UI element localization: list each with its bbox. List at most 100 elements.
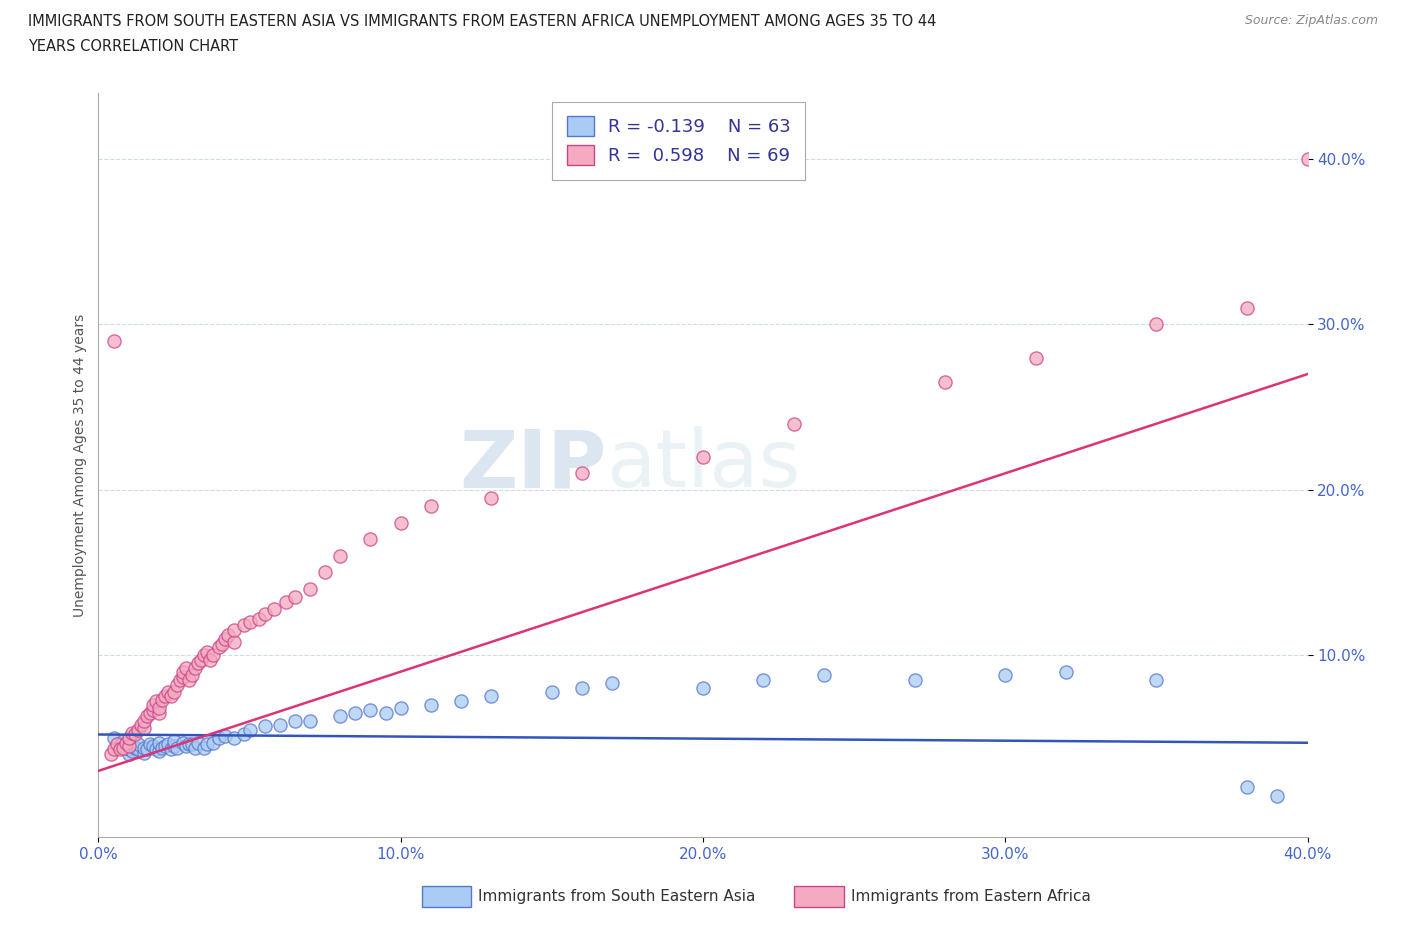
Point xyxy=(172,664,194,679)
Point xyxy=(314,565,336,580)
Point xyxy=(124,740,146,755)
Point xyxy=(299,714,322,729)
Point xyxy=(148,700,170,715)
Point xyxy=(994,668,1017,683)
Point xyxy=(111,734,134,749)
Text: atlas: atlas xyxy=(606,426,800,504)
Point xyxy=(135,742,157,757)
Point xyxy=(127,722,149,737)
Point xyxy=(571,466,593,481)
Point xyxy=(166,677,188,692)
Point xyxy=(274,595,297,610)
Point xyxy=(103,730,125,745)
Point xyxy=(217,628,239,643)
Point xyxy=(344,706,367,721)
Point xyxy=(1144,672,1167,687)
Point xyxy=(118,747,141,762)
Text: Immigrants from Eastern Africa: Immigrants from Eastern Africa xyxy=(851,889,1091,904)
Point xyxy=(193,647,215,662)
Point xyxy=(208,640,231,655)
Point xyxy=(224,730,246,745)
Text: Source: ZipAtlas.com: Source: ZipAtlas.com xyxy=(1244,14,1378,27)
Point xyxy=(153,689,176,704)
Point xyxy=(481,689,503,704)
Point xyxy=(202,647,225,662)
Point xyxy=(142,738,165,753)
Point xyxy=(360,532,382,547)
Point xyxy=(132,714,155,729)
Point xyxy=(148,744,170,759)
Point xyxy=(214,729,236,744)
Point xyxy=(1236,780,1258,795)
Point xyxy=(127,742,149,757)
Point xyxy=(135,709,157,724)
Point xyxy=(284,714,307,729)
Point xyxy=(1024,350,1046,365)
Point xyxy=(195,737,218,751)
Point xyxy=(118,738,141,753)
Point xyxy=(145,742,167,757)
Point xyxy=(163,684,186,699)
Point xyxy=(208,730,231,745)
Point xyxy=(111,740,134,755)
Point xyxy=(200,653,222,668)
Point xyxy=(150,692,173,707)
Point xyxy=(389,700,412,715)
Point xyxy=(187,736,209,751)
Point xyxy=(163,734,186,749)
Point xyxy=(103,742,125,757)
Point xyxy=(174,661,197,676)
Point xyxy=(540,684,562,699)
Point xyxy=(160,742,183,757)
Point xyxy=(1144,317,1167,332)
Point xyxy=(263,602,285,617)
Point xyxy=(148,706,170,721)
Point xyxy=(692,449,714,464)
Point xyxy=(329,549,352,564)
Point xyxy=(181,737,204,751)
Point xyxy=(118,730,141,745)
Point xyxy=(160,689,183,704)
Point xyxy=(114,736,136,751)
Point xyxy=(121,725,143,740)
Point xyxy=(269,717,291,732)
Point xyxy=(105,737,128,751)
Point xyxy=(172,736,194,751)
Point xyxy=(100,747,122,762)
Point xyxy=(118,742,141,757)
Point xyxy=(752,672,775,687)
Point xyxy=(420,698,443,712)
Point xyxy=(103,334,125,349)
Point xyxy=(139,706,162,721)
Point xyxy=(145,694,167,709)
Point xyxy=(174,738,197,753)
Point xyxy=(193,740,215,755)
Point xyxy=(1267,789,1289,804)
Point xyxy=(239,722,262,737)
Point xyxy=(169,672,191,687)
Point xyxy=(142,702,165,717)
Point xyxy=(132,745,155,760)
Legend: R = -0.139    N = 63, R =  0.598    N = 69: R = -0.139 N = 63, R = 0.598 N = 69 xyxy=(553,102,806,179)
Text: YEARS CORRELATION CHART: YEARS CORRELATION CHART xyxy=(28,39,238,54)
Point xyxy=(187,656,209,671)
Point xyxy=(239,615,262,630)
Point xyxy=(195,644,218,659)
Point xyxy=(232,727,254,742)
Point xyxy=(224,634,246,649)
Point xyxy=(184,661,207,676)
Point xyxy=(1236,300,1258,315)
Point xyxy=(934,375,956,390)
Point xyxy=(166,740,188,755)
Point xyxy=(184,740,207,755)
Point xyxy=(232,618,254,632)
Text: Immigrants from South Eastern Asia: Immigrants from South Eastern Asia xyxy=(478,889,755,904)
Point xyxy=(118,736,141,751)
Point xyxy=(284,590,307,604)
Point xyxy=(181,668,204,683)
Point xyxy=(142,698,165,712)
Point xyxy=(132,721,155,736)
Point xyxy=(420,498,443,513)
Point xyxy=(179,672,201,687)
Point xyxy=(1296,152,1319,166)
